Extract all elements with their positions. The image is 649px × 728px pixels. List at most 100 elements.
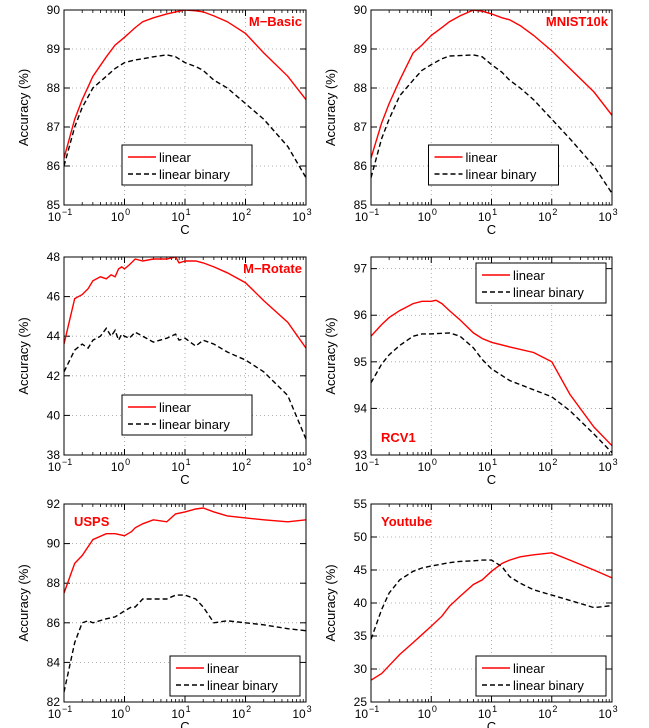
legend-label-1: linear binary <box>159 417 230 432</box>
series-line-0 <box>64 10 306 159</box>
y-tick-label: 45 <box>354 563 368 577</box>
legend: linear linear binary <box>475 655 607 697</box>
y-tick-label: 87 <box>47 120 61 134</box>
legend-label-1: linear binary <box>207 678 278 693</box>
y-tick-label: 92 <box>47 497 61 511</box>
x-axis-label: C <box>487 222 496 237</box>
x-axis-label: C <box>487 472 496 487</box>
series-line-0 <box>371 299 612 447</box>
x-tick-label: 103 <box>292 207 311 224</box>
x-tick-label: 100 <box>418 457 437 474</box>
y-axis-label: Accuracy (%) <box>16 564 31 641</box>
y-tick-label: 85 <box>47 198 61 212</box>
legend-box <box>475 655 607 697</box>
y-axis-label: Accuracy (%) <box>16 317 31 394</box>
y-tick-label: 88 <box>354 81 368 95</box>
y-tick-label: 95 <box>354 355 368 369</box>
y-tick-label: 97 <box>354 262 368 276</box>
legend-label-1: linear binary <box>159 167 230 182</box>
plot-frame <box>63 9 307 206</box>
panel-title: M−Basic <box>249 14 302 29</box>
y-tick-label: 88 <box>47 576 61 590</box>
legend-box <box>475 262 607 304</box>
panel-title: RCV1 <box>381 430 416 445</box>
legend-label-0: linear <box>159 150 191 165</box>
panel-title: MNIST10k <box>546 14 609 29</box>
legend-label-0: linear <box>513 268 545 283</box>
y-tick-label: 40 <box>47 408 61 422</box>
series-line-1 <box>371 332 612 454</box>
series-line-1 <box>371 559 612 640</box>
y-tick-label: 89 <box>354 42 368 56</box>
plot-frame <box>63 256 307 456</box>
legend-label-0: linear <box>513 661 545 676</box>
y-axis-label: Accuracy (%) <box>16 69 31 146</box>
y-tick-label: 55 <box>354 497 368 511</box>
y-tick-label: 90 <box>47 537 61 551</box>
y-tick-label: 86 <box>47 616 61 630</box>
y-tick-label: 40 <box>354 596 368 610</box>
legend-label-0: linear <box>207 661 239 676</box>
plot-frame <box>370 9 613 206</box>
legend-box <box>121 144 253 186</box>
panel-title: USPS <box>74 514 110 529</box>
y-tick-label: 42 <box>47 369 61 383</box>
y-axis-label: Accuracy (%) <box>323 69 338 146</box>
plot-frame <box>370 503 613 703</box>
plot-frame <box>370 256 613 456</box>
y-tick-label: 44 <box>47 329 61 343</box>
y-tick-label: 93 <box>354 448 368 462</box>
panel-title: M−Rotate <box>243 261 302 276</box>
y-tick-label: 85 <box>354 198 368 212</box>
y-axis-label: Accuracy (%) <box>323 317 338 394</box>
x-tick-label: 102 <box>538 704 557 721</box>
legend-box <box>169 655 301 697</box>
x-tick-label: 100 <box>418 207 437 224</box>
x-tick-label: 103 <box>598 457 617 474</box>
x-tick-label: 103 <box>598 704 617 721</box>
series-line-0 <box>371 552 612 681</box>
y-tick-label: 48 <box>47 250 61 264</box>
legend: linear linear binary <box>121 144 253 186</box>
legend-box <box>121 394 253 436</box>
plot-frame <box>63 503 307 703</box>
y-tick-label: 30 <box>354 662 368 676</box>
chart-panel-5: 10−1 100 101 102 10325303540455055CAccuracy … <box>323 497 618 728</box>
x-axis-label: C <box>180 472 189 487</box>
x-tick-label: 103 <box>292 457 311 474</box>
x-axis-label: C <box>180 222 189 237</box>
y-tick-label: 86 <box>354 159 368 173</box>
y-tick-label: 46 <box>47 290 61 304</box>
y-tick-label: 90 <box>47 3 61 17</box>
x-tick-label: 102 <box>538 207 557 224</box>
series-line-1 <box>64 594 306 693</box>
x-axis-label: C <box>180 719 189 728</box>
legend-label-1: linear binary <box>466 167 537 182</box>
x-tick-label: 103 <box>598 207 617 224</box>
legend-box <box>428 144 559 186</box>
y-tick-label: 96 <box>354 308 368 322</box>
legend-label-0: linear <box>159 400 191 415</box>
y-tick-label: 86 <box>47 159 61 173</box>
x-tick-label: 100 <box>111 704 130 721</box>
x-tick-label: 102 <box>232 457 251 474</box>
y-tick-label: 82 <box>47 695 61 709</box>
y-tick-label: 89 <box>47 42 61 56</box>
legend: linear linear binary <box>121 394 253 436</box>
y-tick-label: 38 <box>47 448 61 462</box>
y-tick-label: 94 <box>354 401 368 415</box>
y-tick-label: 35 <box>354 629 368 643</box>
y-tick-label: 84 <box>47 655 61 669</box>
series-line-1 <box>64 327 306 440</box>
y-tick-label: 50 <box>354 530 368 544</box>
legend-label-0: linear <box>466 150 498 165</box>
x-tick-label: 102 <box>232 704 251 721</box>
y-tick-label: 87 <box>354 120 368 134</box>
x-tick-label: 102 <box>538 457 557 474</box>
y-tick-label: 88 <box>47 81 61 95</box>
